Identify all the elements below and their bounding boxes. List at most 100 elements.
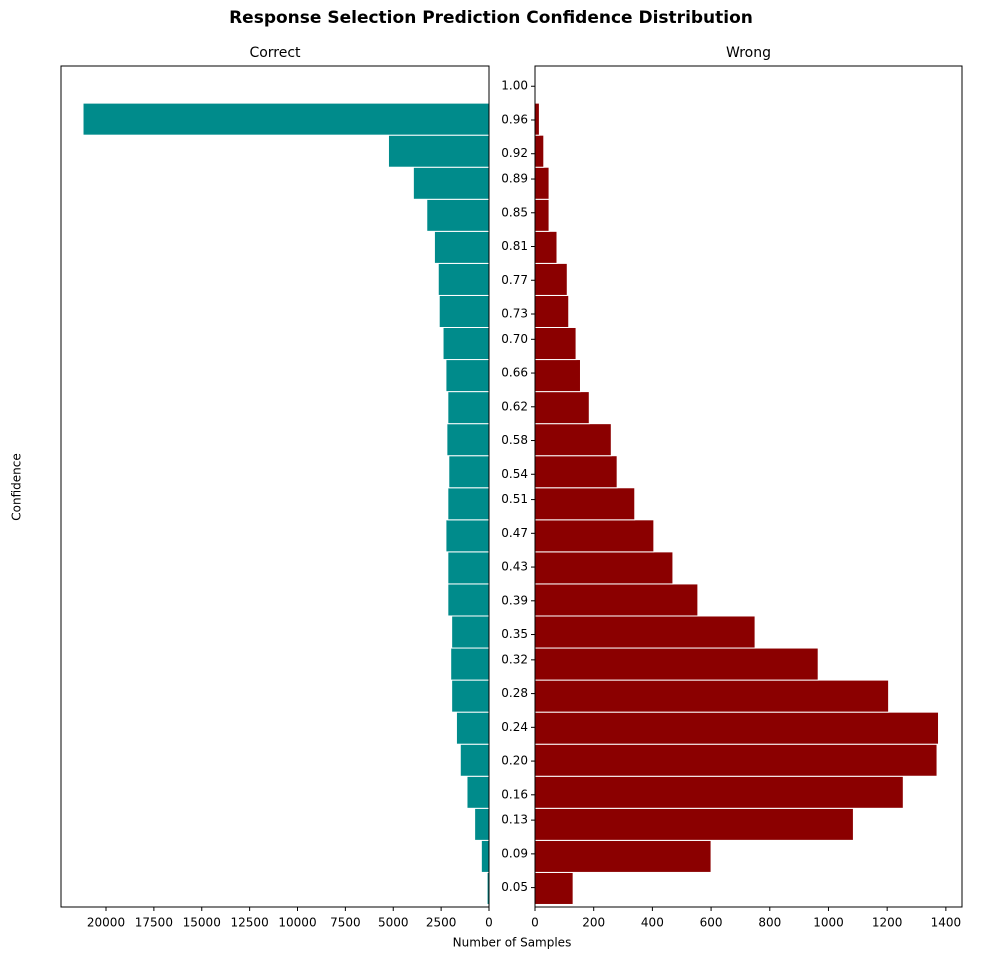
y-tick-label: 0.51 — [501, 492, 528, 506]
bar — [445, 359, 490, 393]
y-tick-label: 0.35 — [501, 627, 528, 641]
y-tick-label: 0.58 — [501, 433, 528, 447]
bar — [534, 871, 574, 905]
y-tick-label: 0.32 — [501, 652, 528, 666]
chart-title: Response Selection Prediction Confidence… — [229, 8, 753, 28]
bar — [446, 423, 490, 457]
x-tick-label: 15000 — [183, 916, 221, 930]
y-tick-label: 0.62 — [501, 399, 528, 413]
bar — [534, 647, 819, 681]
bar — [534, 679, 890, 713]
y-tick-label: 0.92 — [501, 146, 528, 160]
y-tick-label: 0.24 — [501, 720, 528, 734]
bar — [445, 519, 490, 553]
y-tick-label: 0.39 — [501, 593, 528, 607]
bar — [534, 743, 938, 777]
bar — [534, 326, 577, 361]
x-tick-label: 600 — [700, 916, 723, 930]
bar — [438, 294, 490, 328]
bar — [459, 743, 490, 777]
bar — [534, 615, 756, 649]
bar — [534, 423, 612, 457]
bar — [534, 166, 550, 200]
panel-title: Correct — [249, 45, 301, 61]
x-tick-label: 7500 — [330, 916, 361, 930]
bar — [433, 230, 490, 264]
bar — [387, 134, 490, 168]
bar — [442, 326, 490, 361]
x-tick-label: 0 — [531, 916, 539, 930]
x-tick-label: 1200 — [872, 916, 903, 930]
y-tick-label: 0.77 — [501, 273, 528, 287]
bar — [474, 807, 490, 841]
bar — [412, 166, 490, 200]
y-tick-label: 0.20 — [501, 754, 528, 768]
x-tick-label: 0 — [485, 916, 493, 930]
x-tick-label: 1000 — [813, 916, 844, 930]
x-tick-label: 800 — [758, 916, 781, 930]
bar — [82, 102, 490, 136]
x-tick-label: 12500 — [231, 916, 269, 930]
bar — [534, 134, 545, 168]
bar — [534, 294, 570, 328]
bar — [534, 391, 590, 425]
y-tick-label: 0.89 — [501, 172, 528, 186]
x-axis-label: Number of Samples — [453, 936, 572, 950]
bar — [534, 775, 904, 809]
y-tick-label: 0.85 — [501, 205, 528, 219]
bar — [451, 615, 490, 649]
y-tick-label: 0.73 — [501, 306, 528, 320]
bar — [534, 487, 636, 521]
bar — [534, 551, 674, 585]
bar — [534, 230, 558, 264]
y-tick-label: 0.09 — [501, 846, 528, 860]
bar — [447, 487, 490, 521]
bar — [455, 711, 490, 745]
y-tick-label: 0.96 — [501, 112, 528, 126]
bar — [534, 807, 854, 841]
bar — [466, 775, 490, 809]
bar — [447, 391, 490, 425]
bar — [534, 583, 699, 617]
y-tick-label: 1.00 — [501, 79, 528, 93]
bar — [437, 262, 490, 296]
x-tick-label: 10000 — [278, 916, 316, 930]
x-tick-label: 20000 — [87, 916, 125, 930]
y-tick-label: 0.54 — [501, 467, 528, 481]
bar — [534, 198, 550, 232]
y-tick-label: 0.43 — [501, 560, 528, 574]
y-axis-label: Confidence — [10, 453, 24, 520]
bar — [534, 711, 940, 745]
bar — [448, 455, 490, 489]
x-tick-label: 400 — [641, 916, 664, 930]
bar — [451, 679, 490, 713]
bar — [426, 198, 490, 232]
bar — [480, 839, 490, 873]
bar — [534, 455, 618, 489]
panel-title: Wrong — [726, 45, 771, 61]
bar — [534, 262, 568, 296]
y-tick-label: 0.28 — [501, 686, 528, 700]
y-tick-label: 0.16 — [501, 787, 528, 801]
bar — [534, 102, 540, 136]
y-tick-label: 0.47 — [501, 526, 528, 540]
bar — [447, 551, 490, 585]
y-tick-label: 0.66 — [501, 366, 528, 380]
bar — [534, 519, 655, 553]
x-tick-label: 200 — [582, 916, 605, 930]
bar — [534, 839, 712, 873]
y-tick-label: 0.13 — [501, 813, 528, 827]
x-tick-label: 2500 — [426, 916, 457, 930]
plot-frame — [60, 65, 490, 908]
x-tick-label: 1400 — [931, 916, 962, 930]
plot-frame — [534, 65, 963, 908]
bar — [447, 583, 490, 617]
x-tick-label: 5000 — [378, 916, 409, 930]
x-tick-label: 17500 — [135, 916, 173, 930]
y-tick-label: 0.05 — [501, 880, 528, 894]
bar — [534, 359, 581, 393]
y-tick-label: 0.70 — [501, 332, 528, 346]
bar — [450, 647, 490, 681]
y-tick-label: 0.81 — [501, 239, 528, 253]
